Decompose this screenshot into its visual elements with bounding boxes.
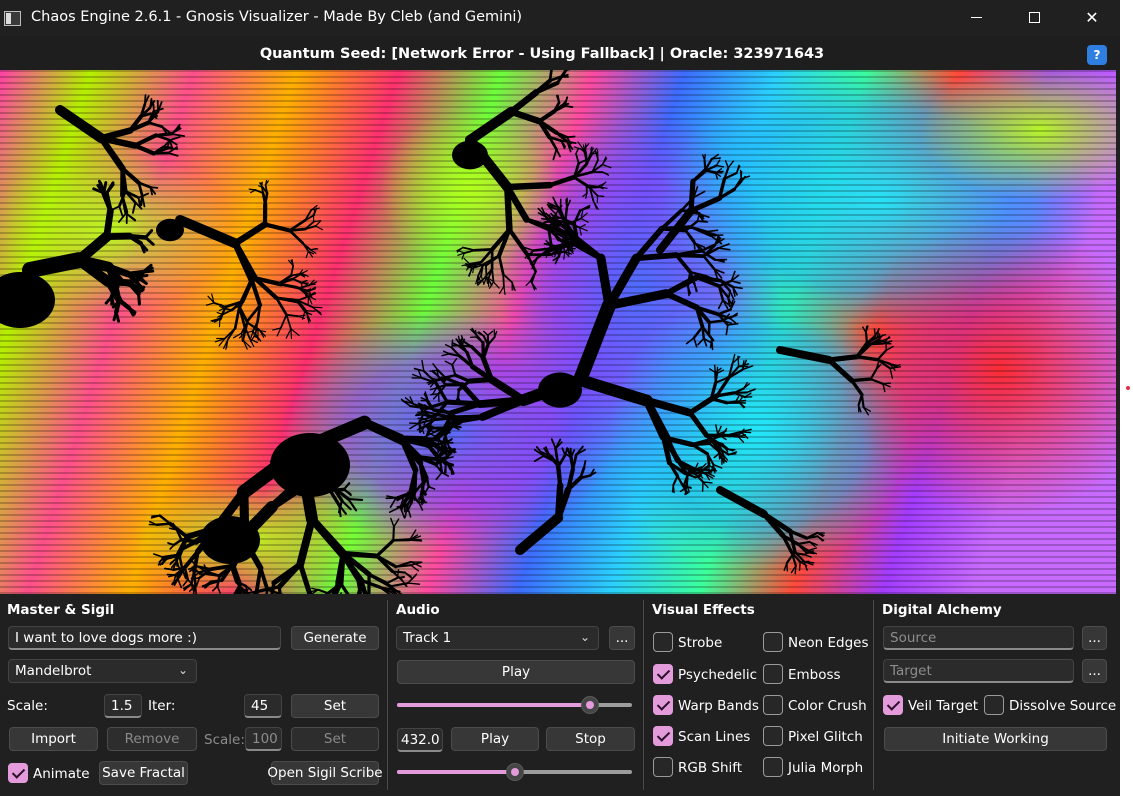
seed-status-text: Quantum Seed: [Network Error - Using Fal… [259, 46, 825, 62]
scale-input[interactable]: 1.5 [104, 694, 142, 718]
remove-button[interactable]: Remove [107, 727, 197, 751]
maximize-button[interactable] [1006, 0, 1062, 34]
emboss-label: Emboss [788, 667, 841, 683]
rgb-shift-label: RGB Shift [678, 760, 743, 776]
neon-edges-checkbox[interactable] [763, 632, 783, 652]
source-browse-button[interactable]: ... [1082, 626, 1107, 650]
iter-label: Iter: [148, 698, 176, 714]
help-icon: ? [1093, 48, 1101, 62]
title-bar[interactable]: Chaos Engine 2.6.1 - Gnosis Visualizer -… [0, 0, 1120, 36]
slider-thumb[interactable] [580, 696, 599, 714]
animate-label: Animate [33, 766, 90, 782]
chevron-down-icon: ⌄ [579, 630, 590, 644]
indicator-dot [1126, 386, 1130, 390]
strobe-checkbox[interactable] [653, 632, 673, 652]
panel-divider [643, 600, 644, 790]
play-track-button[interactable]: Play [397, 660, 635, 684]
panel-title: Visual Effects [652, 602, 755, 618]
app-icon [4, 11, 21, 26]
color-crush-label: Color Crush [788, 698, 867, 714]
track-browse-button[interactable]: ... [609, 626, 635, 650]
window-title: Chaos Engine 2.6.1 - Gnosis Visualizer -… [31, 9, 523, 25]
seed-bar: Quantum Seed: [Network Error - Using Fal… [0, 36, 1120, 70]
visual-effects-panel: Visual Effects Strobe Neon Edges Psychedel… [644, 596, 873, 796]
maximize-icon [1028, 11, 1040, 23]
sigil-scale-input[interactable]: 100 [245, 727, 282, 751]
neon-edges-label: Neon Edges [788, 635, 869, 651]
iter-input[interactable]: 45 [244, 694, 282, 718]
pixel-glitch-checkbox[interactable] [763, 726, 783, 746]
open-sigil-scribe-button[interactable]: Open Sigil Scribe [267, 761, 383, 785]
track-volume-slider[interactable] [397, 696, 632, 714]
warp-bands-checkbox[interactable] [653, 695, 673, 715]
import-button[interactable]: Import [9, 727, 98, 751]
sigil-set-button[interactable]: Set [291, 727, 379, 751]
master-sigil-panel: Master & Sigil I want to love dogs more … [0, 596, 387, 796]
fractal-canvas[interactable] [0, 70, 1116, 594]
julia-morph-label: Julia Morph [788, 760, 864, 776]
fractal-type-select[interactable]: Mandelbrot ⌄ [8, 659, 197, 683]
generate-button[interactable]: Generate [291, 626, 379, 650]
track-select[interactable]: Track 1 ⌄ [396, 626, 599, 650]
dissolve-source-checkbox[interactable] [984, 695, 1004, 715]
psychedelic-label: Psychedelic [678, 667, 758, 683]
intent-input[interactable]: I want to love dogs more :) [8, 626, 281, 650]
save-fractal-button[interactable]: Save Fractal [99, 761, 188, 785]
slider-fill [397, 703, 590, 707]
scan-lines-checkbox[interactable] [653, 726, 673, 746]
warp-bands-label: Warp Bands [678, 698, 759, 714]
fractal-type-value: Mandelbrot [15, 663, 92, 679]
target-browse-button[interactable]: ... [1082, 659, 1107, 683]
sigil-scale-label: Scale: [204, 732, 245, 748]
close-icon: ✕ [1085, 7, 1099, 27]
minimize-button[interactable] [948, 0, 1004, 34]
help-button[interactable]: ? [1087, 45, 1107, 65]
panel-divider [873, 600, 874, 790]
slider-fill [397, 770, 515, 774]
animate-checkbox[interactable] [8, 763, 28, 783]
close-button[interactable]: ✕ [1064, 0, 1120, 34]
rgb-shift-checkbox[interactable] [653, 757, 673, 777]
emboss-checkbox[interactable] [763, 664, 783, 684]
dissolve-source-label: Dissolve Source [1009, 698, 1117, 714]
scale-label: Scale: [7, 698, 48, 714]
scan-lines-label: Scan Lines [678, 729, 751, 745]
initiate-working-button[interactable]: Initiate Working [884, 727, 1107, 751]
veil-target-label: Veil Target [908, 698, 979, 714]
source-input[interactable]: Source [883, 626, 1074, 650]
panel-divider [387, 600, 388, 790]
psychedelic-checkbox[interactable] [653, 664, 673, 684]
tone-stop-button[interactable]: Stop [546, 727, 635, 751]
track-value: Track 1 [403, 630, 452, 646]
chevron-down-icon: ⌄ [177, 663, 188, 677]
tone-play-button[interactable]: Play [451, 727, 539, 751]
slider-thumb[interactable] [505, 763, 524, 781]
panel-title: Master & Sigil [7, 602, 115, 618]
minimize-icon [970, 16, 982, 18]
veil-target-checkbox[interactable] [883, 695, 903, 715]
julia-morph-checkbox[interactable] [763, 757, 783, 777]
tone-volume-slider[interactable] [397, 763, 632, 781]
strobe-label: Strobe [678, 635, 723, 651]
pixel-glitch-label: Pixel Glitch [788, 729, 863, 745]
fractal-image [0, 70, 1116, 594]
audio-panel: Audio Track 1 ⌄ ... Play 432.0 Play Stop [388, 596, 643, 796]
panel-title: Audio [396, 602, 440, 618]
digital-alchemy-panel: Digital Alchemy Source ... Target ... Ve… [874, 596, 1120, 796]
panel-title: Digital Alchemy [882, 602, 1002, 618]
set-button[interactable]: Set [291, 694, 379, 718]
target-input[interactable]: Target [883, 659, 1074, 683]
color-crush-checkbox[interactable] [763, 695, 783, 715]
frequency-input[interactable]: 432.0 [397, 728, 443, 752]
